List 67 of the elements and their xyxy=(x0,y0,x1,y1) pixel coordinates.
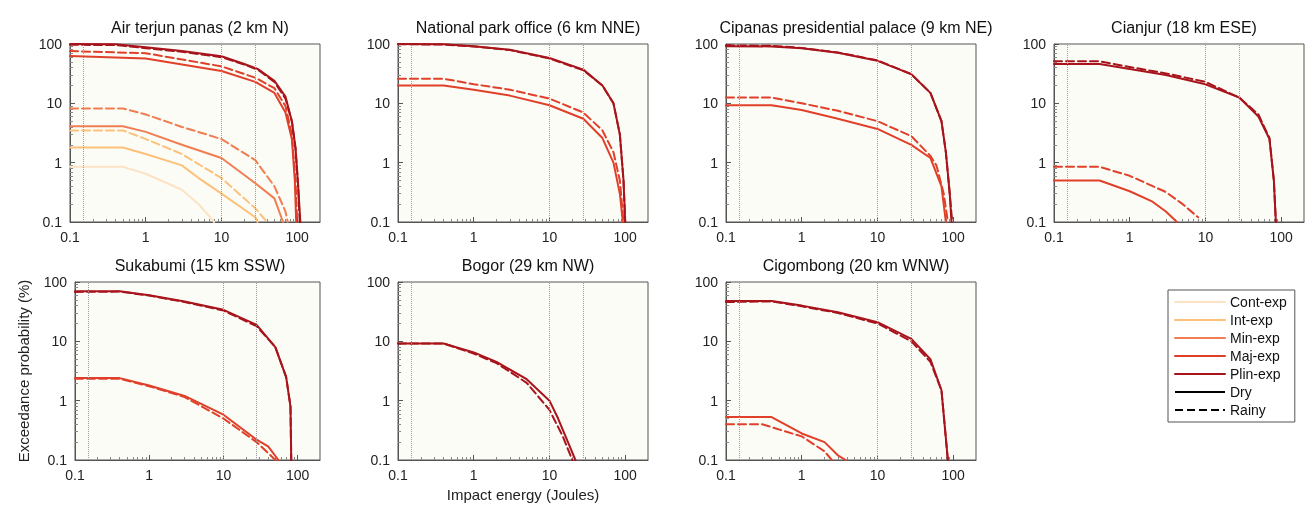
x-tick-label: 100 xyxy=(1269,229,1294,245)
y-tick-label: 10 xyxy=(46,95,63,112)
x-tick-label: 10 xyxy=(869,229,886,245)
y-tick-label: 10 xyxy=(702,95,719,112)
text: Dry xyxy=(1230,384,1252,400)
chart-title: Sukabumi (15 km SSW) xyxy=(114,256,286,274)
y-tick-label: 0.1 xyxy=(698,214,719,230)
x-tick-label: 1 xyxy=(145,467,154,483)
legend-label: Int-exp xyxy=(1230,312,1274,328)
chart-title: Cigombong (20 km WNW) xyxy=(762,256,950,274)
x-tick-label: 1 xyxy=(797,229,806,245)
y-tick-label: 100 xyxy=(694,36,719,52)
legend-label: Maj-exp xyxy=(1230,348,1281,364)
y-tick-label: 10 xyxy=(374,95,391,112)
x-tick-label: 1 xyxy=(469,467,478,483)
y-tick-label: 10 xyxy=(1030,95,1047,112)
y-axis-title: Exceedance probability (%) xyxy=(15,279,32,463)
y-tick-label: 10 xyxy=(374,333,391,350)
x-tick-label: 1 xyxy=(141,229,150,245)
chart-title: Cipanas presidential palace (9 km NE) xyxy=(719,18,993,36)
y-tick-label: 10 xyxy=(702,333,719,350)
y-tick-label: 1 xyxy=(382,392,391,409)
x-tick-label: 10 xyxy=(1197,229,1214,245)
x-tick-label: 0.1 xyxy=(1044,229,1064,245)
y-tick-label: 0.1 xyxy=(370,452,391,468)
x-tick-label: 10 xyxy=(213,229,230,245)
y-tick-label: 100 xyxy=(366,36,391,52)
y-tick-label: 1 xyxy=(1038,154,1047,171)
x-tick-label: 1 xyxy=(469,229,478,245)
x-tick-label: 1 xyxy=(797,467,806,483)
y-tick-label: 1 xyxy=(382,154,391,171)
y-tick-label: 1 xyxy=(710,154,719,171)
x-tick-label: 100 xyxy=(941,229,966,245)
y-tick-label: 100 xyxy=(38,36,63,52)
x-tick-label: 100 xyxy=(285,229,310,245)
legend-label: Cont-exp xyxy=(1230,294,1288,310)
legend-label: Plin-exp xyxy=(1230,366,1281,382)
x-tick-label: 10 xyxy=(869,467,886,483)
chart-title: Cianjur (18 km ESE) xyxy=(1111,18,1257,36)
x-tick-label: 100 xyxy=(613,467,638,483)
x-tick-label: 100 xyxy=(613,229,638,245)
x-tick-label: 10 xyxy=(541,229,558,245)
y-tick-label: 10 xyxy=(51,333,68,350)
y-tick-label: 100 xyxy=(1022,36,1047,52)
y-tick-label: 1 xyxy=(710,392,719,409)
x-axis-title: Impact energy (Joules) xyxy=(446,485,600,503)
y-tick-label: 1 xyxy=(54,154,63,171)
x-tick-label: 10 xyxy=(215,467,232,483)
y-tick-label: 0.1 xyxy=(42,214,63,230)
y-tick-label: 0.1 xyxy=(1026,214,1047,230)
chart-title: Air terjun panas (2 km N) xyxy=(111,18,289,36)
x-tick-label: 100 xyxy=(285,467,310,483)
x-tick-label: 1 xyxy=(1125,229,1134,245)
y-tick-label: 100 xyxy=(43,274,68,290)
y-tick-label: 0.1 xyxy=(370,214,391,230)
y-tick-label: 1 xyxy=(59,392,68,409)
x-tick-label: 0.1 xyxy=(65,467,85,483)
chart-title: Bogor (29 km NW) xyxy=(461,256,595,274)
chart-title: National park office (6 km NNE) xyxy=(415,18,641,36)
x-tick-label: 10 xyxy=(541,467,558,483)
y-tick-label: 100 xyxy=(366,274,391,290)
text: Rainy xyxy=(1230,402,1266,418)
x-tick-label: 100 xyxy=(941,467,966,483)
y-tick-label: 0.1 xyxy=(698,452,719,468)
legend-label: Min-exp xyxy=(1230,330,1281,346)
y-tick-label: 100 xyxy=(694,274,719,290)
y-tick-label: 0.1 xyxy=(47,452,68,468)
